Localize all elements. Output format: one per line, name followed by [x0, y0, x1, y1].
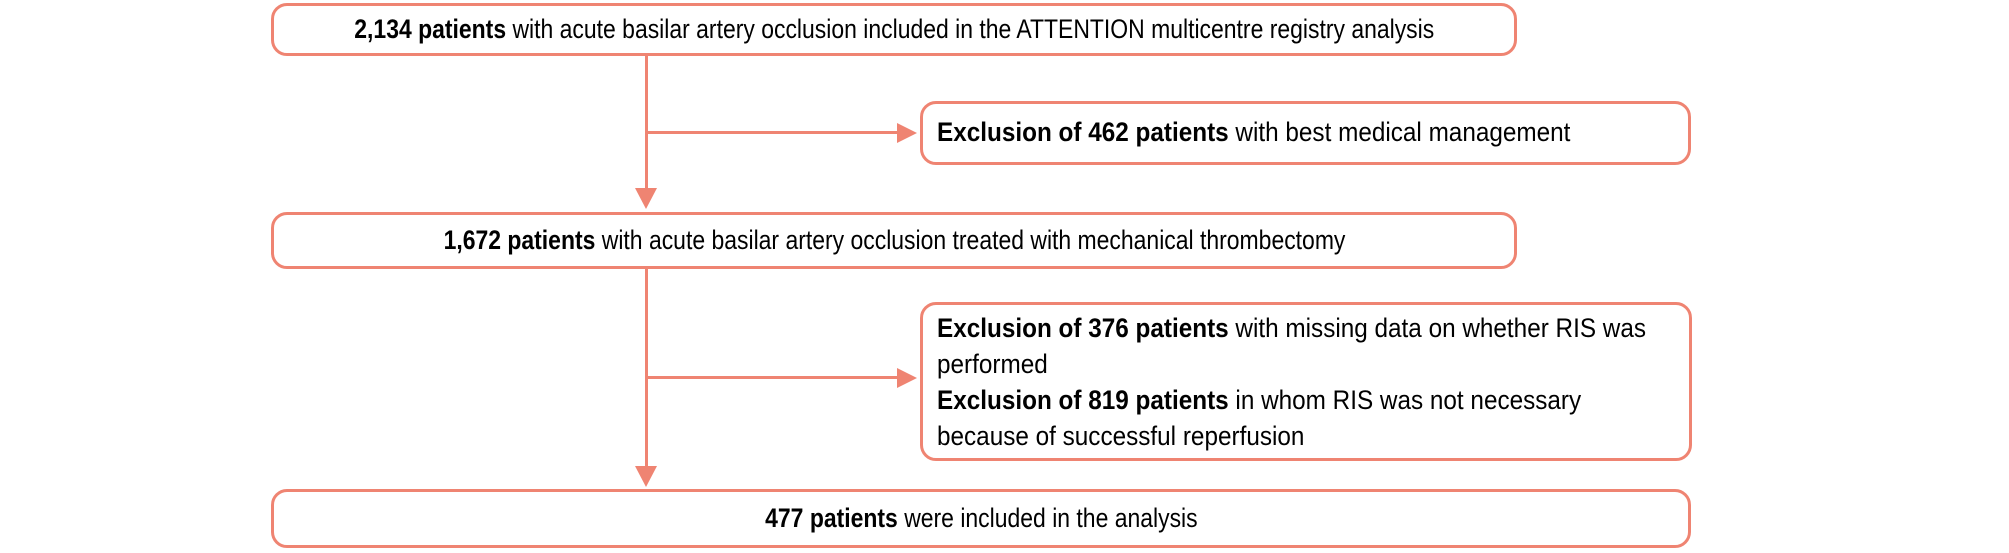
patient-count-final: 477 patients	[764, 502, 898, 533]
box-thrombectomy-description: with acute basilar artery occlusion trea…	[594, 224, 1345, 255]
connector-vertical-1	[645, 56, 648, 189]
box-analysis-final-text: 477 patients were included in the analys…	[765, 502, 1197, 536]
exclusion-count-819: Exclusion of 819 patients	[937, 385, 1229, 415]
box-analysis-final-description: were included in the analysis	[897, 502, 1198, 533]
box-registry-total-description: with acute basilar artery occlusion incl…	[505, 13, 1434, 44]
connector-branch-1	[645, 131, 897, 134]
exclusion-item-not-necessary: Exclusion of 819 patients in whom RIS wa…	[937, 382, 1648, 454]
exclusion-item-missing-data: Exclusion of 376 patients with missing d…	[937, 310, 1648, 382]
box-exclusion-ris: Exclusion of 376 patients with missing d…	[920, 302, 1692, 461]
box-thrombectomy-text: 1,672 patients with acute basilar artery…	[443, 224, 1345, 258]
arrow-right-icon	[897, 368, 917, 388]
arrow-down-icon	[635, 188, 657, 209]
box-registry-total: 2,134 patients with acute basilar artery…	[271, 3, 1517, 56]
exclusion-count-462: Exclusion of 462 patients	[937, 117, 1229, 148]
box-exclusion-ris-text: Exclusion of 376 patients with missing d…	[937, 310, 1648, 454]
box-exclusion-medical-description: with best medical management	[1228, 117, 1571, 148]
arrow-down-icon	[635, 466, 657, 487]
connector-branch-2	[645, 376, 897, 379]
box-analysis-final: 477 patients were included in the analys…	[271, 489, 1691, 548]
exclusion-missing-data-description: with missing data on whether RIS was per…	[937, 313, 1647, 379]
box-exclusion-medical-management: Exclusion of 462 patients with best medi…	[920, 101, 1691, 165]
exclusion-not-necessary-description: in whom RIS was not necessary because of…	[937, 385, 1582, 451]
arrow-right-icon	[897, 123, 917, 143]
exclusion-count-376: Exclusion of 376 patients	[937, 313, 1229, 343]
box-exclusion-medical-text: Exclusion of 462 patients with best medi…	[937, 116, 1570, 150]
connector-vertical-2	[645, 269, 648, 467]
patient-count-total: 2,134 patients	[354, 13, 506, 44]
patient-count-thrombectomy: 1,672 patients	[443, 224, 595, 255]
box-registry-total-text: 2,134 patients with acute basilar artery…	[354, 13, 1434, 47]
box-thrombectomy: 1,672 patients with acute basilar artery…	[271, 212, 1517, 269]
